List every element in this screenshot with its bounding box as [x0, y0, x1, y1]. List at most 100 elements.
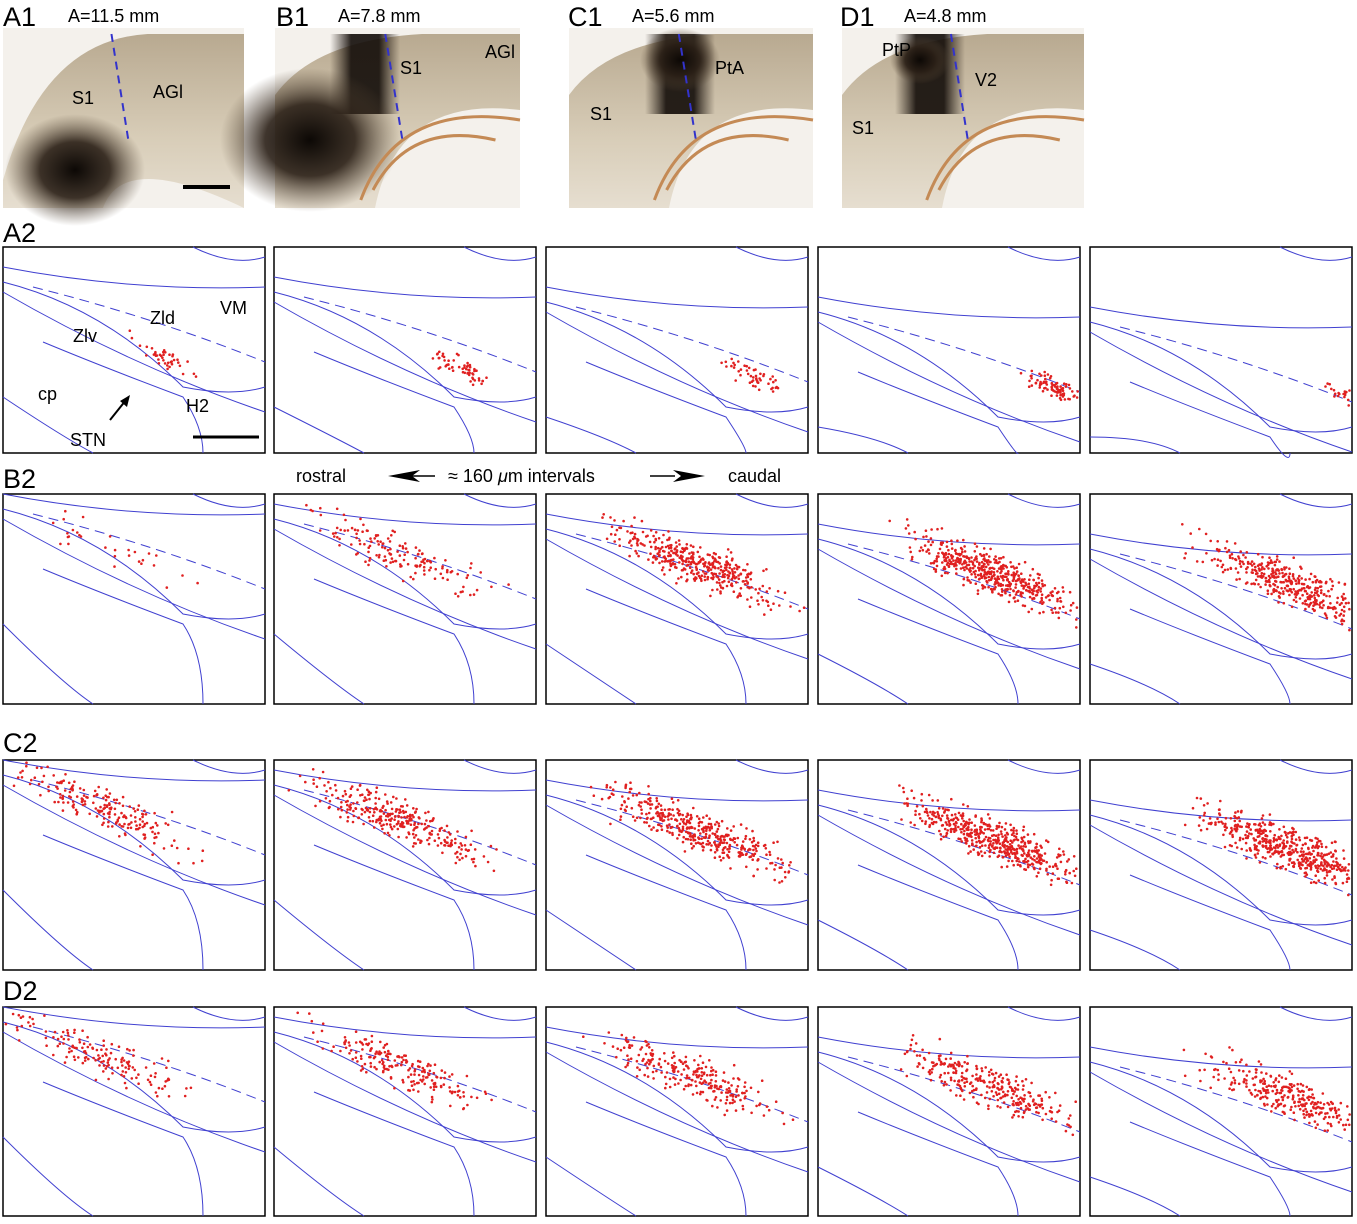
- labeled-cell: [653, 540, 656, 544]
- labeled-cell: [624, 1065, 627, 1069]
- labeled-cell: [648, 1062, 651, 1066]
- labeled-cell: [719, 837, 722, 841]
- labeled-cell: [688, 1076, 691, 1080]
- labeled-cell: [1229, 817, 1233, 820]
- labeled-cell: [495, 848, 498, 851]
- labeled-cell: [1048, 1096, 1051, 1099]
- labeled-cell: [745, 369, 749, 372]
- labeled-cell: [1002, 1101, 1006, 1104]
- labeled-cell: [1297, 861, 1301, 864]
- labeled-cell: [1002, 555, 1005, 559]
- labeled-cell: [172, 358, 176, 362]
- labeled-cell: [338, 544, 341, 547]
- labeled-cell: [637, 554, 640, 558]
- labeled-cell: [975, 1101, 979, 1104]
- dashed: [575, 533, 809, 610]
- labeled-cell: [394, 810, 398, 813]
- labeled-cell: [201, 849, 205, 852]
- labeled-cell: [412, 577, 415, 581]
- labeled-cell: [1334, 881, 1337, 885]
- labeled-cell: [127, 823, 130, 826]
- labeled-cell: [458, 1089, 461, 1093]
- labeled-cell: [1009, 582, 1013, 586]
- labeled-cell: [1328, 1107, 1332, 1111]
- labeled-cell: [1249, 849, 1253, 852]
- labeled-cell: [386, 1058, 390, 1061]
- labeled-cell: [374, 806, 378, 810]
- labeled-cell: [641, 1059, 644, 1063]
- labeled-cell: [652, 816, 655, 819]
- labeled-cell: [918, 1062, 921, 1066]
- labeled-cell: [107, 1077, 110, 1081]
- labeled-cell: [1050, 381, 1054, 385]
- labeled-cell: [647, 811, 651, 815]
- labeled-cell: [953, 564, 956, 568]
- labeled-cell: [702, 562, 705, 566]
- labeled-cell: [144, 1066, 148, 1069]
- labeled-cell: [1276, 846, 1280, 849]
- labeled-cell: [719, 1085, 723, 1088]
- labeled-cell: [619, 1048, 623, 1052]
- labeled-cell: [388, 552, 391, 555]
- labeled-cell: [987, 1104, 990, 1107]
- labeled-cell: [1339, 1101, 1343, 1105]
- labeled-cell: [1006, 1078, 1009, 1081]
- labeled-cell: [636, 1066, 639, 1069]
- labeled-cell: [1290, 835, 1294, 838]
- labeled-cell: [1318, 603, 1321, 607]
- labeled-cell: [660, 560, 664, 563]
- labeled-cell: [1029, 840, 1032, 843]
- labeled-cell: [1304, 842, 1307, 845]
- labeled-cell: [81, 515, 85, 519]
- labeled-cell: [346, 815, 350, 819]
- labeled-cell: [1017, 574, 1020, 578]
- labeled-cell: [980, 566, 983, 570]
- labeled-cell: [1312, 880, 1316, 884]
- labeled-cell: [103, 806, 107, 810]
- labeled-cell: [69, 796, 73, 799]
- labeled-cell: [757, 591, 760, 595]
- labeled-cell: [1298, 854, 1302, 858]
- labeled-cell: [426, 1064, 429, 1068]
- labeled-cell: [1281, 1096, 1285, 1099]
- labeled-cell: [964, 1077, 967, 1081]
- labeled-cell: [1285, 566, 1288, 569]
- labeled-cell: [1007, 852, 1011, 856]
- labeled-cell: [997, 833, 1000, 837]
- labeled-cell: [631, 537, 635, 541]
- labeled-cell: [1044, 1112, 1048, 1116]
- labeled-cell: [1228, 556, 1232, 559]
- labeled-cell: [1269, 830, 1272, 833]
- labeled-cell: [668, 1085, 672, 1089]
- labeled-cell: [1337, 391, 1340, 395]
- labeled-cell: [726, 561, 730, 565]
- labeled-cell: [157, 362, 161, 365]
- labeled-cell: [654, 545, 657, 549]
- labeled-cell: [1229, 1070, 1233, 1074]
- labeled-cell: [937, 552, 940, 555]
- labeled-cell: [101, 823, 104, 827]
- labeled-cell: [114, 1057, 117, 1061]
- photo-row: [3, 28, 1085, 226]
- labeled-cell: [973, 558, 976, 562]
- labeled-cell: [960, 822, 963, 826]
- outline: [857, 598, 1019, 705]
- labeled-cell: [162, 350, 165, 354]
- labeled-cell: [1238, 559, 1242, 563]
- labeled-cell: [678, 822, 682, 826]
- labeled-cell: [931, 561, 935, 565]
- labeled-cell: [710, 844, 713, 847]
- labeled-cell: [1022, 845, 1025, 848]
- labeled-cell: [1234, 841, 1237, 845]
- labeled-cell: [1020, 578, 1024, 581]
- labeled-cell: [1055, 864, 1058, 868]
- outline: [545, 1041, 809, 1153]
- labeled-cell: [1285, 579, 1288, 583]
- labeled-cell: [1053, 606, 1057, 610]
- labeled-cell: [723, 838, 726, 842]
- labeled-cell: [626, 1063, 629, 1067]
- labeled-cell: [393, 815, 397, 818]
- labeled-cell: [957, 558, 961, 562]
- labeled-cell: [398, 808, 402, 811]
- labeled-cell: [367, 546, 370, 549]
